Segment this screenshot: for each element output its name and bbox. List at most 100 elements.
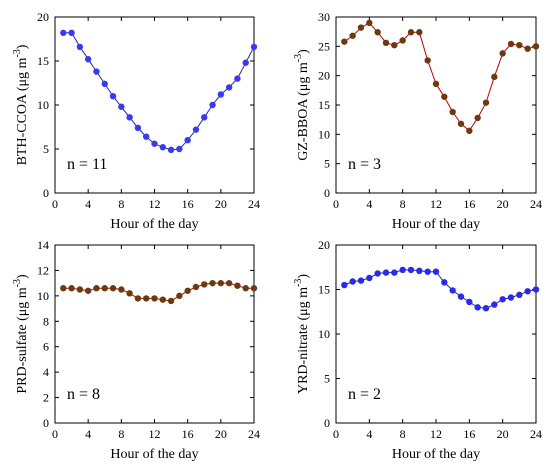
- data-point: [341, 281, 348, 289]
- y-tick-label: 15: [37, 54, 49, 68]
- data-point: [201, 281, 208, 288]
- data-point: [349, 278, 356, 285]
- y-tick-label: 10: [37, 98, 49, 112]
- x-tick-label: 8: [118, 197, 124, 211]
- data-point: [167, 297, 175, 305]
- y-tick-label: 15: [318, 98, 330, 112]
- data-point: [101, 80, 108, 88]
- data-point: [234, 75, 241, 82]
- y-tick-label: 0: [324, 186, 330, 200]
- data-point: [93, 285, 100, 292]
- data-point: [432, 268, 440, 275]
- data-point: [532, 43, 540, 50]
- data-point: [407, 266, 415, 274]
- x-tick-label: 4: [85, 427, 91, 441]
- data-point: [250, 285, 258, 292]
- data-point: [416, 29, 423, 36]
- series-line: [63, 282, 254, 302]
- x-tick-label: 0: [52, 197, 58, 211]
- data-point: [357, 24, 365, 31]
- y-tick-label: 10: [318, 327, 330, 341]
- x-tick-label: 8: [118, 427, 124, 441]
- data-point: [60, 29, 67, 37]
- sample-count-annotation: n = 3: [348, 156, 381, 173]
- x-axis-label: Hour of the day: [392, 217, 480, 232]
- data-point: [382, 39, 390, 47]
- x-axis-label: Hour of the day: [110, 217, 198, 232]
- data-point: [466, 127, 473, 135]
- data-point: [118, 103, 125, 110]
- x-tick-label: 16: [182, 197, 194, 211]
- data-point: [391, 269, 398, 276]
- sample-count-annotation: n = 11: [67, 156, 107, 173]
- data-point: [516, 41, 523, 49]
- x-tick-label: 24: [248, 197, 260, 211]
- data-point: [524, 288, 531, 295]
- data-point: [134, 295, 142, 302]
- data-point: [449, 287, 456, 294]
- x-tick-label: 0: [52, 427, 58, 441]
- data-point: [192, 126, 200, 133]
- data-point: [234, 282, 241, 289]
- data-point: [491, 301, 498, 308]
- data-point: [192, 283, 200, 291]
- y-tick-label: 20: [318, 69, 330, 83]
- data-point: [457, 293, 465, 300]
- x-axis-label: Hour of the day: [110, 447, 198, 462]
- y-tick-label: 2: [43, 391, 49, 405]
- y-tick-label: 25: [318, 39, 330, 53]
- y-tick-label: 4: [43, 365, 49, 379]
- data-point: [382, 269, 390, 276]
- y-tick-label: 0: [324, 416, 330, 430]
- y-tick-label: 8: [43, 314, 49, 328]
- x-tick-label: 4: [85, 197, 91, 211]
- sample-count-annotation: n = 2: [348, 386, 381, 403]
- data-point: [60, 285, 67, 292]
- y-axis-label: YRD-nitrate (μg m-3): [293, 274, 311, 394]
- data-point: [101, 285, 108, 292]
- data-point: [507, 40, 515, 48]
- data-point: [524, 45, 531, 52]
- data-point: [93, 68, 100, 75]
- y-tick-label: 5: [324, 157, 330, 171]
- series-line: [63, 32, 255, 151]
- x-tick-label: 20: [497, 427, 509, 441]
- data-point: [407, 29, 415, 36]
- data-point: [126, 114, 133, 121]
- data-point: [201, 114, 208, 121]
- data-point: [184, 287, 191, 294]
- y-tick-label: 10: [318, 127, 330, 141]
- data-point: [449, 108, 456, 116]
- y-tick-label: 15: [318, 283, 330, 297]
- data-point: [84, 56, 92, 63]
- data-point: [209, 279, 216, 287]
- y-tick-label: 20: [318, 238, 330, 252]
- data-point: [176, 292, 183, 300]
- data-point: [357, 277, 365, 284]
- data-point: [134, 124, 142, 132]
- x-tick-label: 8: [400, 197, 406, 211]
- data-point: [482, 99, 490, 106]
- x-tick-label: 24: [530, 197, 542, 211]
- x-tick-label: 12: [149, 427, 161, 441]
- x-tick-label: 16: [463, 427, 475, 441]
- x-tick-label: 20: [215, 427, 227, 441]
- data-point: [366, 274, 373, 282]
- x-tick-label: 16: [182, 427, 194, 441]
- data-point: [399, 266, 406, 274]
- data-point: [76, 286, 84, 293]
- data-point: [457, 120, 465, 127]
- x-tick-label: 12: [430, 427, 442, 441]
- x-tick-label: 24: [530, 427, 542, 441]
- x-tick-label: 12: [149, 197, 161, 211]
- data-point: [374, 270, 381, 277]
- y-tick-label: 20: [37, 10, 49, 24]
- data-point: [242, 59, 249, 66]
- data-point: [109, 93, 117, 100]
- x-tick-label: 20: [497, 197, 509, 211]
- x-tick-label: 4: [366, 197, 372, 211]
- data-point: [118, 286, 125, 293]
- data-point: [143, 133, 150, 140]
- y-axis-label: BTH-CCOA (μg m-3): [12, 44, 30, 165]
